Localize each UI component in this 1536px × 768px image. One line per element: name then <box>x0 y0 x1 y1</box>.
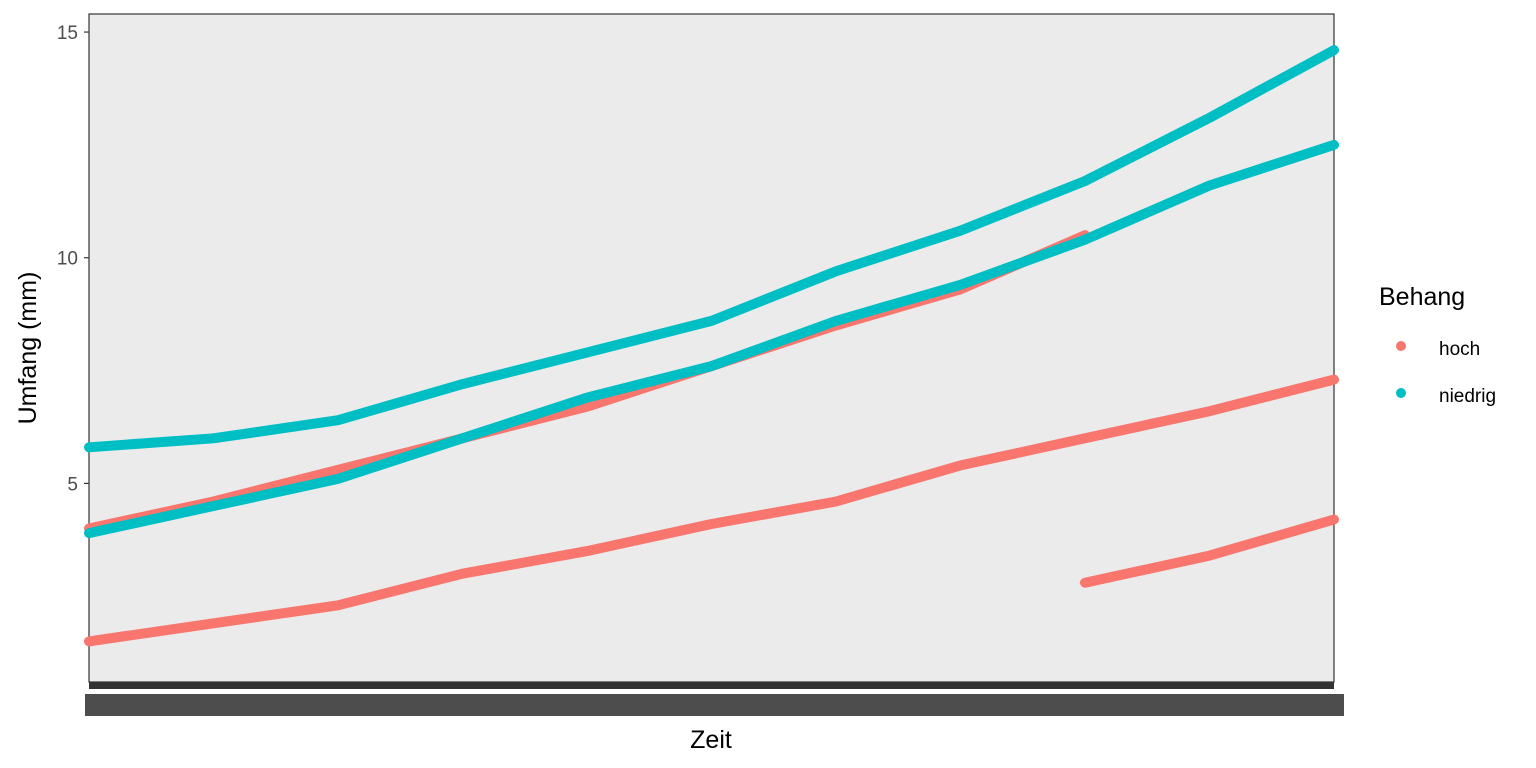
legend-key-niedrig <box>1396 388 1406 398</box>
series-hoch-1 <box>84 374 1339 647</box>
x-axis-title: Zeit <box>690 726 732 754</box>
legend: Behang hoch niedrig <box>1379 283 1496 407</box>
legend-label-niedrig: niedrig <box>1439 386 1496 407</box>
series-niedrig-4 <box>84 45 1339 453</box>
y-axis: 5 10 15 <box>57 23 89 495</box>
y-tick-label: 15 <box>57 23 78 44</box>
x-ticks-dense <box>89 682 1334 689</box>
y-tick-label: 5 <box>67 474 78 495</box>
legend-label-hoch: hoch <box>1439 339 1480 360</box>
series-hoch-2 <box>1080 514 1339 588</box>
legend-key-hoch <box>1396 341 1406 351</box>
plot-panel <box>88 13 1335 683</box>
x-tick-labels-overlapping <box>85 694 1344 716</box>
x-axis <box>85 682 1344 716</box>
y-axis-title: Umfang (mm) <box>14 272 42 425</box>
y-tick-label: 10 <box>57 249 78 270</box>
series-niedrig-5 <box>84 139 1339 539</box>
legend-title: Behang <box>1379 283 1465 311</box>
data-marks <box>84 45 1339 647</box>
